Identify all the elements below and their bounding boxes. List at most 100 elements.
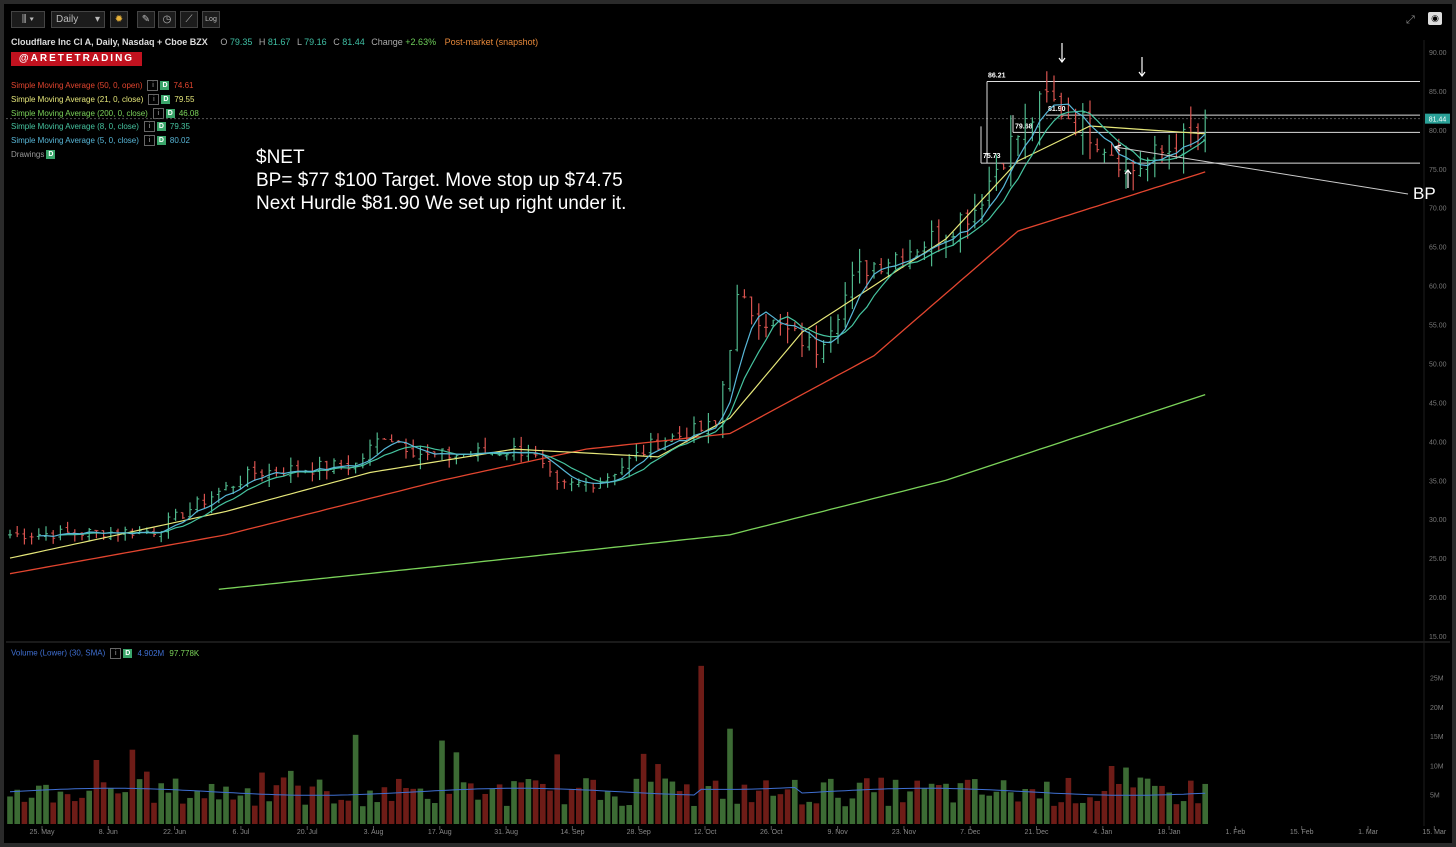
volume-bar (1180, 801, 1187, 824)
price-bar (389, 434, 394, 443)
open-value: 79.35 (229, 37, 253, 47)
volume-bar (43, 784, 49, 824)
low-value: 79.16 (304, 37, 327, 47)
volume-bar (806, 801, 812, 824)
level-label: 86.21 (988, 73, 1006, 80)
clock-button[interactable]: ◷ (158, 11, 176, 28)
study-sma50[interactable]: Simple Moving Average (50, 0, open) i D 74.… (11, 80, 194, 92)
price-bar (504, 453, 509, 461)
ruler-button[interactable]: ⟋ (180, 11, 198, 28)
price-bar (620, 457, 624, 476)
price-bar (1131, 159, 1136, 191)
price-bar (749, 296, 754, 325)
volume-bar (964, 779, 971, 824)
info-icon[interactable]: i (110, 648, 122, 659)
volume-bar (1173, 804, 1180, 824)
symbol-title: Cloudflare Inc Cl A, Daily, Nasdaq + Cbo… (11, 37, 208, 47)
volume-bar (144, 771, 150, 824)
volume-bar (828, 778, 834, 824)
info-icon[interactable]: i (148, 94, 160, 106)
price-bar (972, 193, 977, 229)
volume-bar (691, 805, 697, 824)
study-sma21[interactable]: Simple Moving Average (21, 0, close) i D 79… (11, 94, 194, 106)
price-bar (353, 462, 358, 474)
price-bar (332, 458, 336, 474)
log-scale-button[interactable]: Log (202, 11, 220, 28)
x-tick-label: 26. Oct (760, 829, 783, 836)
volume-bar (835, 797, 841, 824)
price-bar (612, 473, 617, 486)
x-tick-label: 17. Aug (428, 829, 452, 836)
drawings-d-badge[interactable]: D (46, 150, 56, 160)
price-bar (584, 477, 588, 492)
study-d-badge[interactable]: D (161, 95, 171, 105)
study-drawings[interactable]: Drawings D (11, 149, 56, 160)
study-name: Simple Moving Average (8, 0, close) (11, 122, 139, 131)
volume-bar (907, 791, 913, 824)
volume-d-badge[interactable]: D (123, 649, 133, 658)
settings-button[interactable]: ✹ (110, 11, 128, 28)
timeframe-value: Daily (56, 14, 79, 25)
volume-bar (525, 779, 532, 824)
level-label: 81.90 (1048, 106, 1066, 113)
price-bar (29, 532, 34, 545)
volume-bar (64, 794, 71, 824)
y-tick-label: 35.00 (1429, 478, 1447, 485)
price-bar (404, 438, 408, 459)
info-icon[interactable]: i (147, 80, 159, 92)
study-d-badge[interactable]: D (156, 122, 166, 132)
study-sma5[interactable]: Simple Moving Average (5, 0, close) i D 80.… (11, 135, 190, 147)
info-icon[interactable]: i (143, 121, 155, 133)
volume-tick-label: 10M (1430, 763, 1444, 770)
price-bar (828, 316, 833, 353)
study-sma8[interactable]: Simple Moving Average (8, 0, close) i D 79.… (11, 121, 190, 133)
volume-bar (1051, 805, 1057, 824)
study-d-badge[interactable]: D (165, 109, 175, 119)
volume-header[interactable]: Volume (Lower) (30, SMA) i D 4.902M 97.778… (11, 648, 199, 659)
price-bar (1174, 133, 1179, 160)
price-bar (814, 325, 819, 368)
volume-bar (324, 791, 330, 824)
volume-bar (57, 791, 64, 824)
x-tick-label: 15. Feb (1290, 829, 1314, 836)
volume-tick-label: 15M (1430, 734, 1444, 741)
volume-bar (129, 749, 136, 824)
volume-bar (352, 734, 359, 824)
price-bar (756, 303, 761, 340)
study-d-badge[interactable]: D (160, 81, 170, 91)
chart-type-button[interactable]: ⫼ ▾ (11, 11, 45, 28)
volume-bar (698, 665, 704, 824)
y-tick-label: 45.00 (1429, 400, 1447, 407)
volume-bar (734, 803, 740, 824)
price-bar (533, 445, 538, 458)
info-icon[interactable]: i (143, 135, 155, 147)
y-tick-label: 30.00 (1429, 517, 1447, 524)
y-tick-label: 40.00 (1429, 439, 1447, 446)
camera-icon[interactable]: ◉ (1428, 12, 1442, 25)
price-bar (87, 527, 92, 541)
low-label: L (296, 37, 302, 47)
study-value: 74.61 (173, 81, 194, 90)
study-d-badge[interactable]: D (156, 136, 166, 146)
volume-bar (446, 793, 452, 824)
price-bar (591, 482, 596, 493)
left-arrow-icon (1113, 144, 1122, 152)
price-bar (857, 248, 862, 284)
price-bar (864, 260, 869, 289)
x-tick-label: 3. Aug (364, 829, 384, 836)
price-bar (36, 528, 41, 540)
volume-bar (208, 783, 215, 824)
x-tick-label: 15. Mar (1422, 829, 1446, 836)
expand-icon[interactable]: ⤢ (1406, 14, 1415, 26)
x-tick-label: 31. Aug (494, 829, 518, 836)
price-bar (274, 466, 279, 477)
drawing-tool-button[interactable]: ✎ (137, 11, 155, 28)
price-bar (1052, 75, 1056, 102)
price-bar (1167, 134, 1172, 170)
price-bar (936, 219, 941, 253)
volume-bar (993, 791, 1000, 824)
x-tick-label: 20. Jul (297, 829, 318, 836)
timeframe-select[interactable]: Daily ▾ (51, 11, 105, 28)
